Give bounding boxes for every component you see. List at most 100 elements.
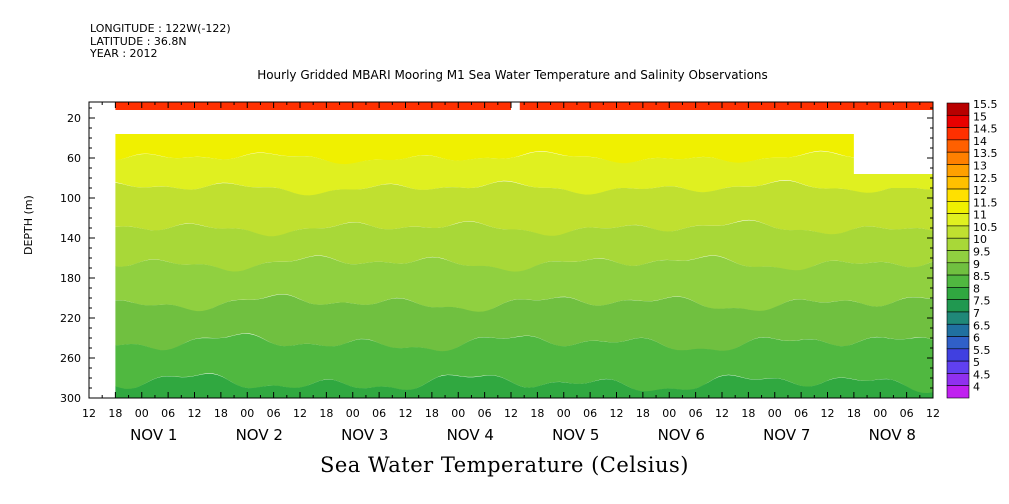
x-hour-tick-label: 00 [346,407,360,420]
x-hour-tick-label: 12 [188,407,202,420]
y-tick-label: 300 [60,392,81,405]
x-hour-tick-label: 00 [240,407,254,420]
colorbar-swatch [946,225,970,239]
colorbar-swatch [946,336,970,350]
colorbar-swatch [946,201,970,214]
missing-data-region [853,134,933,174]
colorbar-label: 10 [973,233,987,246]
colorbar-variable-label: Sea Water Temperature (Celsius) [319,453,689,477]
colorbar-swatch [946,213,970,227]
colorbar-label: 11 [973,209,987,222]
temperature-layer-11-5 [115,134,933,165]
colorbar-swatch [946,237,970,251]
colorbar-swatch [946,348,970,362]
colorbar-swatch [946,323,970,337]
colorbar-swatch [946,360,970,374]
mooring-metadata: LONGITUDE : 122W(-122) LATITUDE : 36.8N YE… [90,22,231,61]
colorbar-swatch [946,311,970,325]
y-tick-label: 180 [60,272,81,285]
colorbar-label: 9 [973,258,980,271]
x-day-label: NOV 6 [658,426,705,444]
colorbar-label: 6 [973,332,980,345]
temperature-layer-10-5 [115,180,933,237]
colorbar-swatch [946,139,970,153]
temperature-layer-9 [115,294,933,352]
temperature-layer-9-5 [115,255,933,313]
colorbar-swatch [946,127,970,141]
colorbar-label: 8 [973,282,980,295]
plot-axes: 12 18 00 06 12 18 00 06 12 18 00 06 12 18 00 06 12 18 0 0 0 6… [60,101,940,444]
x-hour-tick-label: 12 [926,407,940,420]
x-hour-tick-label: 00 [873,407,887,420]
x-hour-tick-label: 12 [610,407,624,420]
x-day-label: NOV 3 [341,426,388,444]
colorbar-swatch [946,164,970,178]
colorbar-swatch [946,114,970,128]
colorbar-label: 14.5 [973,123,998,136]
colorbar-label: 5.5 [973,344,991,357]
colorbar-label: 4.5 [973,368,991,381]
x-hour-tick-label: 18 [108,407,122,420]
x-day-label: NOV 2 [236,426,283,444]
y-tick-label: 60 [67,152,81,165]
colorbar-label: 12.5 [973,172,998,185]
x-day-label: NOV 4 [447,426,494,444]
colorbar-label: 13 [973,159,987,172]
y-tick-label: 260 [60,352,81,365]
x-hour-tick-label: 12 [82,407,96,420]
x-hour-tick-label: 06 [583,407,597,420]
colorbar-label: 14 [973,135,987,148]
colorbar-swatch [946,102,970,116]
y-tick-label: 100 [60,192,81,205]
x-day-label: NOV 8 [869,426,916,444]
year-label: YEAR : 2012 [90,47,158,60]
colorbar-swatch [946,287,970,300]
colorbar-label: 5 [973,356,980,369]
colorbar-swatch [946,188,970,202]
x-day-label: NOV 5 [552,426,599,444]
colorbar-swatch [946,151,970,165]
colorbar-label: 10.5 [973,221,998,234]
longitude-label: LONGITUDE : 122W(-122) [90,22,231,35]
chart-title: Hourly Gridded MBARI Mooring M1 Sea Wate… [257,68,768,82]
temperature-layer-11 [115,151,933,196]
colorbar-label: 7 [973,307,980,320]
colorbar-label: 8.5 [973,270,991,283]
x-hour-tick-label: 06 [794,407,808,420]
x-day-label: NOV 7 [763,426,810,444]
colorbar-swatch [946,250,970,264]
x-hour-tick-label: 06 [267,407,281,420]
temperature-layer-14-5 [115,102,933,110]
x-hour-tick-label: 00 [135,407,149,420]
colorbar-label: 4 [973,381,980,394]
colorbar-swatch [946,274,970,288]
colorbar-label: 9.5 [973,246,991,259]
x-hour-tick-label: 06 [478,407,492,420]
x-hour-tick-label: 12 [399,407,413,420]
x-hour-tick-label: 12 [504,407,518,420]
x-hour-tick-label: 00 [451,407,465,420]
x-hour-tick-label: 06 [161,407,175,420]
colorbar-label: 12 [973,184,987,197]
colorbar-label: 15 [973,110,987,123]
x-hour-tick-label: 12 [821,407,835,420]
colorbar-label: 6.5 [973,319,991,332]
contour-fills [115,102,933,398]
temperature-layer-8-5 [115,333,933,394]
x-hour-tick-label: 18 [214,407,228,420]
x-hour-tick-label: 06 [372,407,386,420]
colorbar-swatch [946,373,970,387]
x-hour-tick-label: 00 [662,407,676,420]
temperature-layer-8 [115,373,933,398]
latitude-label: LATITUDE : 36.8N [90,34,187,48]
colorbar-swatch [946,385,970,399]
x-hour-tick-label: 18 [636,407,650,420]
colorbar: 15.51514.51413.51312.51211.51110.5109.59… [946,98,998,399]
colorbar-label: 7.5 [973,295,991,308]
temperature-layer-10 [115,220,933,273]
x-hour-tick-label: 06 [689,407,703,420]
y-tick-label: 20 [67,112,81,125]
x-hour-tick-label: 18 [530,407,544,420]
y-tick-label: 140 [60,232,81,245]
